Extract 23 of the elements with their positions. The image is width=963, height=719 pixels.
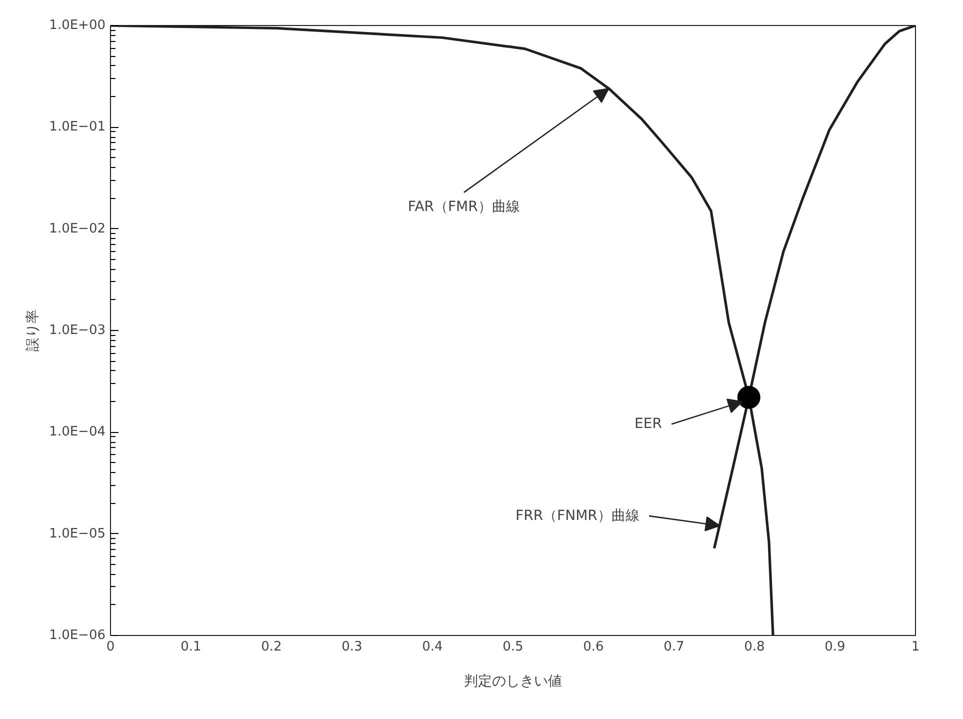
- x-tick-label: 0.6: [583, 640, 604, 654]
- x-tick-label: 0.9: [824, 640, 846, 654]
- y-tick-label: 1.0E+00: [49, 18, 106, 33]
- y-axis-title: 誤り率: [25, 310, 42, 352]
- x-tick-label: 0.7: [664, 640, 684, 654]
- x-tick-label: 0: [106, 640, 115, 654]
- y-tick-label: 1.0E−05: [49, 526, 106, 542]
- x-axis-title: 判定のしきい値: [464, 674, 562, 690]
- annotation: EER: [634, 416, 662, 432]
- x-tick-label: 0.1: [180, 640, 202, 654]
- x-tick-label: 0.8: [744, 640, 765, 654]
- x-tick-label: 0.3: [342, 640, 362, 654]
- y-tick-label: 1.0E−04: [49, 424, 106, 440]
- y-tick-label: 1.0E−01: [49, 120, 106, 135]
- x-tick-label: 1: [911, 640, 920, 654]
- x-tick-label: 0.5: [502, 640, 524, 654]
- annotation: FAR（FMR）曲線: [408, 198, 520, 215]
- y-tick-label: 1.0E−02: [49, 221, 106, 236]
- y-tick-label: 1.0E−03: [49, 323, 106, 338]
- x-tick-label: 0.4: [422, 640, 443, 654]
- x-tick-label: 0.2: [261, 640, 282, 654]
- annotation: FRR（FNMR）曲線: [516, 508, 640, 524]
- y-tick-label: 1.0E−06: [49, 628, 106, 643]
